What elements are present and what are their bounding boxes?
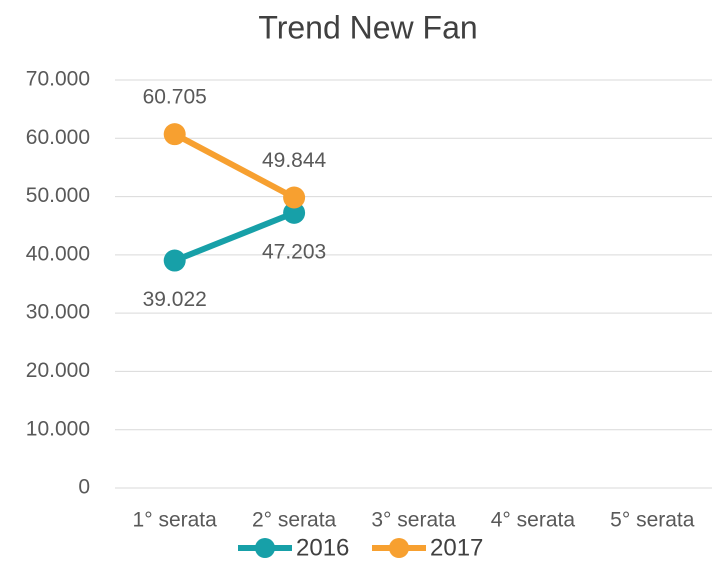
data-label: 49.844 — [262, 149, 327, 172]
data-label: 39.022 — [143, 288, 207, 311]
legend-label: 2016 — [296, 534, 349, 561]
y-tick-label: 70.000 — [26, 68, 90, 91]
y-tick-label: 60.000 — [26, 126, 90, 149]
x-tick-label: 5° serata — [610, 509, 695, 532]
y-tick-label: 50.000 — [26, 184, 90, 207]
point — [283, 186, 306, 209]
point — [163, 249, 186, 272]
data-label: 60.705 — [143, 86, 207, 109]
series-line — [173, 210, 296, 264]
chart-title: Trend New Fan — [258, 9, 477, 45]
series-line — [173, 131, 296, 201]
legend-label: 2017 — [430, 534, 483, 561]
y-tick-label: 30.000 — [26, 301, 90, 324]
x-tick-label: 3° serata — [371, 509, 456, 532]
point — [283, 201, 306, 224]
data-label: 47.203 — [262, 240, 326, 263]
y-tick-label: 10.000 — [26, 417, 90, 440]
x-tick-label: 1° serata — [133, 509, 218, 532]
y-tick-label: 20.000 — [26, 359, 90, 382]
y-tick-label: 40.000 — [26, 242, 90, 265]
legend-marker — [255, 538, 275, 558]
x-tick-label: 4° serata — [491, 509, 576, 532]
x-tick-label: 2° serata — [252, 509, 337, 532]
legend-marker — [389, 538, 409, 558]
y-tick-label: 0 — [78, 476, 90, 499]
point — [163, 123, 186, 146]
